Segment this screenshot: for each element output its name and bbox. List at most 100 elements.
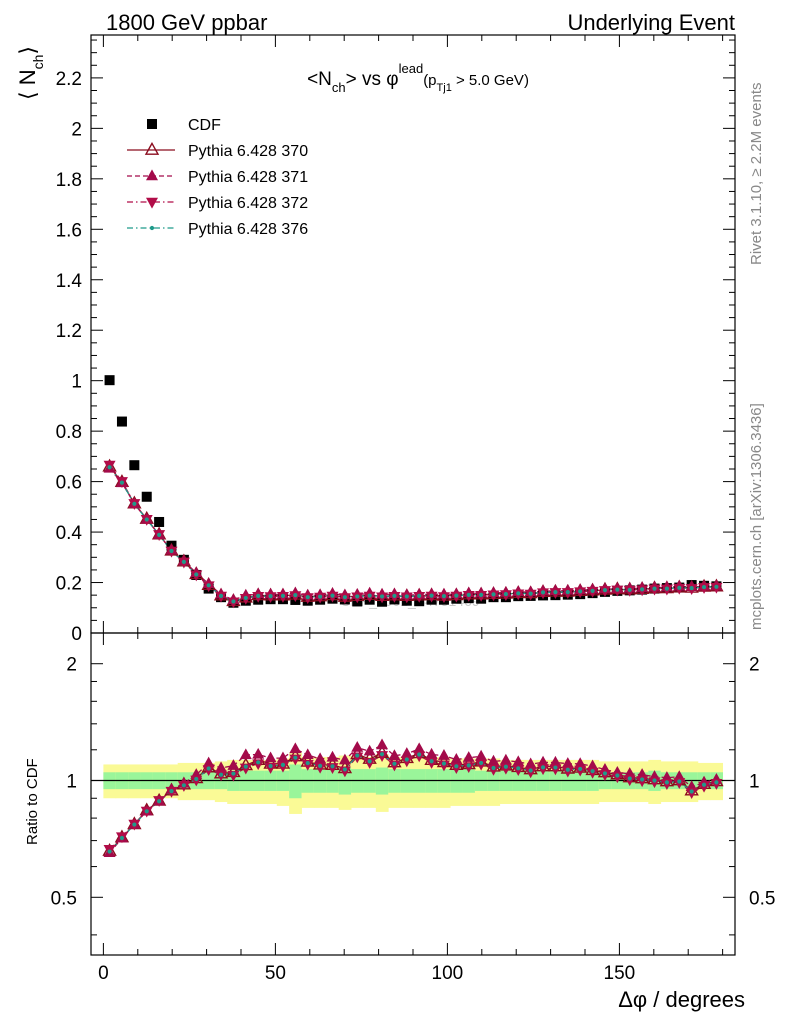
ratio-data-point — [227, 759, 240, 770]
ratio-data-point — [623, 767, 636, 778]
ratio-data-point — [376, 751, 389, 762]
mc-data-point — [107, 465, 112, 470]
ratio-data-point — [202, 756, 215, 768]
main-panel: 00.20.40.60.811.21.41.61.822.2 CDF_2001_… — [15, 34, 736, 645]
legend-marker — [146, 197, 158, 209]
ratio-data-point — [487, 754, 500, 766]
ratio-data-point — [132, 822, 137, 827]
mc-data-point — [157, 532, 162, 537]
ratio-data-point — [338, 766, 351, 778]
legend: CDF Pythia 6.428 370 Pythia 6.428 371 Pythi… — [127, 117, 308, 238]
ratio-series-layer — [102, 738, 724, 858]
ratio-data-point — [276, 761, 289, 773]
ratio-data-point — [239, 748, 252, 760]
mc-data-point — [578, 589, 583, 594]
ratio-data-point — [652, 778, 657, 783]
ratio-data-point — [574, 765, 587, 777]
ratio-data-point — [227, 770, 240, 782]
legend-label: Pythia 6.428 372 — [188, 195, 308, 212]
ratio-data-point — [540, 765, 546, 770]
ratio-data-point — [202, 765, 215, 777]
ratio-data-point — [611, 772, 624, 784]
ratio-data-point — [231, 771, 236, 776]
main-series-markers — [107, 465, 719, 604]
mc-data-point — [318, 594, 323, 599]
mc-data-point — [330, 593, 335, 598]
ratio-data-point — [425, 747, 438, 759]
ratio-data-point — [363, 744, 376, 756]
ratio-data-point — [413, 742, 426, 754]
ratio-data-point — [640, 777, 645, 782]
ratio-data-point — [648, 777, 661, 789]
cdf-data-point — [104, 375, 115, 386]
ratio-data-point — [586, 767, 599, 779]
inner-band-bin — [289, 764, 302, 799]
ratio-data-point — [264, 763, 277, 774]
ratio-data-point — [157, 799, 162, 804]
ratio-panel: 0.5 0.5 1 1 2 2 0 50 100 150 Ratio to CDF Δφ / de… — [24, 632, 775, 1012]
ratio-series-markers — [103, 751, 723, 856]
cdf-data-point — [141, 491, 152, 502]
mc-data-point — [553, 590, 558, 595]
mc-data-point — [479, 592, 484, 597]
ratio-data-point — [388, 760, 401, 772]
ratio-data-point — [107, 849, 112, 854]
ratio-data-point — [268, 763, 273, 769]
ratio-data-point — [400, 756, 413, 768]
mc-data-point — [652, 586, 657, 591]
main-y-tick-label: 1.8 — [56, 170, 82, 191]
ratio-data-point — [565, 767, 570, 772]
mc-data-point — [689, 585, 694, 591]
mc-data-point — [231, 599, 236, 604]
main-y-tick-label: 0.2 — [56, 574, 82, 595]
ratio-data-point — [499, 763, 512, 775]
ratio-data-point — [714, 780, 719, 785]
mc-data-point — [503, 592, 508, 597]
ratio-data-point — [218, 772, 224, 777]
mc-data-point — [714, 584, 719, 589]
mc-data-point — [280, 593, 286, 599]
mc-data-point — [615, 587, 620, 592]
x-tick-label: 0 — [98, 963, 109, 984]
ratio-axes: 0.5 0.5 1 1 2 2 0 50 100 150 — [51, 633, 775, 984]
mc-data-point — [218, 593, 224, 599]
mc-data-point — [181, 559, 186, 564]
ratio-data-point — [561, 757, 574, 768]
main-series-line — [109, 466, 717, 602]
mc-data-point — [590, 588, 595, 593]
main-y-axis-label: ⟨ Nch⟩ — [15, 46, 46, 100]
main-y-tick-label: 1 — [71, 372, 82, 393]
ratio-data-point — [367, 759, 372, 764]
ratio-data-point — [351, 752, 364, 764]
rivet-label: Rivet 3.1.10, ≥ 2.2M events — [748, 83, 765, 266]
ratio-data-point — [301, 759, 314, 771]
ratio-data-point — [437, 760, 450, 772]
mc-data-point — [379, 594, 385, 599]
ratio-data-point — [338, 753, 351, 765]
ratio-data-point — [636, 776, 649, 788]
mc-data-point — [367, 593, 372, 598]
ratio-data-point — [194, 776, 199, 782]
ratio-data-point — [491, 765, 496, 771]
main-y-tick-label: 0.8 — [56, 422, 82, 443]
ratio-data-point — [664, 780, 669, 785]
ratio-data-point — [503, 764, 508, 769]
ratio-data-point — [429, 759, 434, 764]
ratio-data-point — [252, 759, 265, 771]
mc-data-point — [392, 593, 397, 599]
ratio-data-point — [677, 779, 682, 784]
legend-label: Pythia 6.428 370 — [188, 143, 308, 160]
ratio-series-markers — [107, 752, 719, 854]
mc-data-point — [256, 593, 261, 599]
cdf-data-point — [116, 416, 127, 427]
ratio-y-tick-label-right: 0.5 — [749, 888, 775, 909]
ratio-data-point — [549, 764, 562, 776]
mc-data-point — [491, 592, 496, 597]
mc-data-point — [441, 594, 447, 599]
x-tick-label: 50 — [265, 963, 286, 984]
main-y-tick-label: 2.2 — [56, 69, 82, 90]
legend-label: Pythia 6.428 371 — [188, 169, 308, 186]
mc-data-point — [132, 501, 137, 506]
ratio-data-point — [400, 747, 413, 758]
